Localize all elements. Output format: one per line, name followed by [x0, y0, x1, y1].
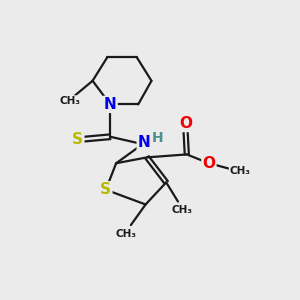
Text: N: N: [104, 97, 117, 112]
Text: H: H: [152, 130, 164, 145]
Text: O: O: [202, 156, 215, 171]
Text: CH₃: CH₃: [172, 206, 193, 215]
Text: S: S: [100, 182, 111, 197]
Text: O: O: [179, 116, 192, 131]
Text: N: N: [138, 135, 151, 150]
Text: CH₃: CH₃: [116, 229, 137, 239]
Text: CH₃: CH₃: [59, 96, 80, 106]
Text: CH₃: CH₃: [229, 166, 250, 176]
Text: S: S: [72, 132, 83, 147]
